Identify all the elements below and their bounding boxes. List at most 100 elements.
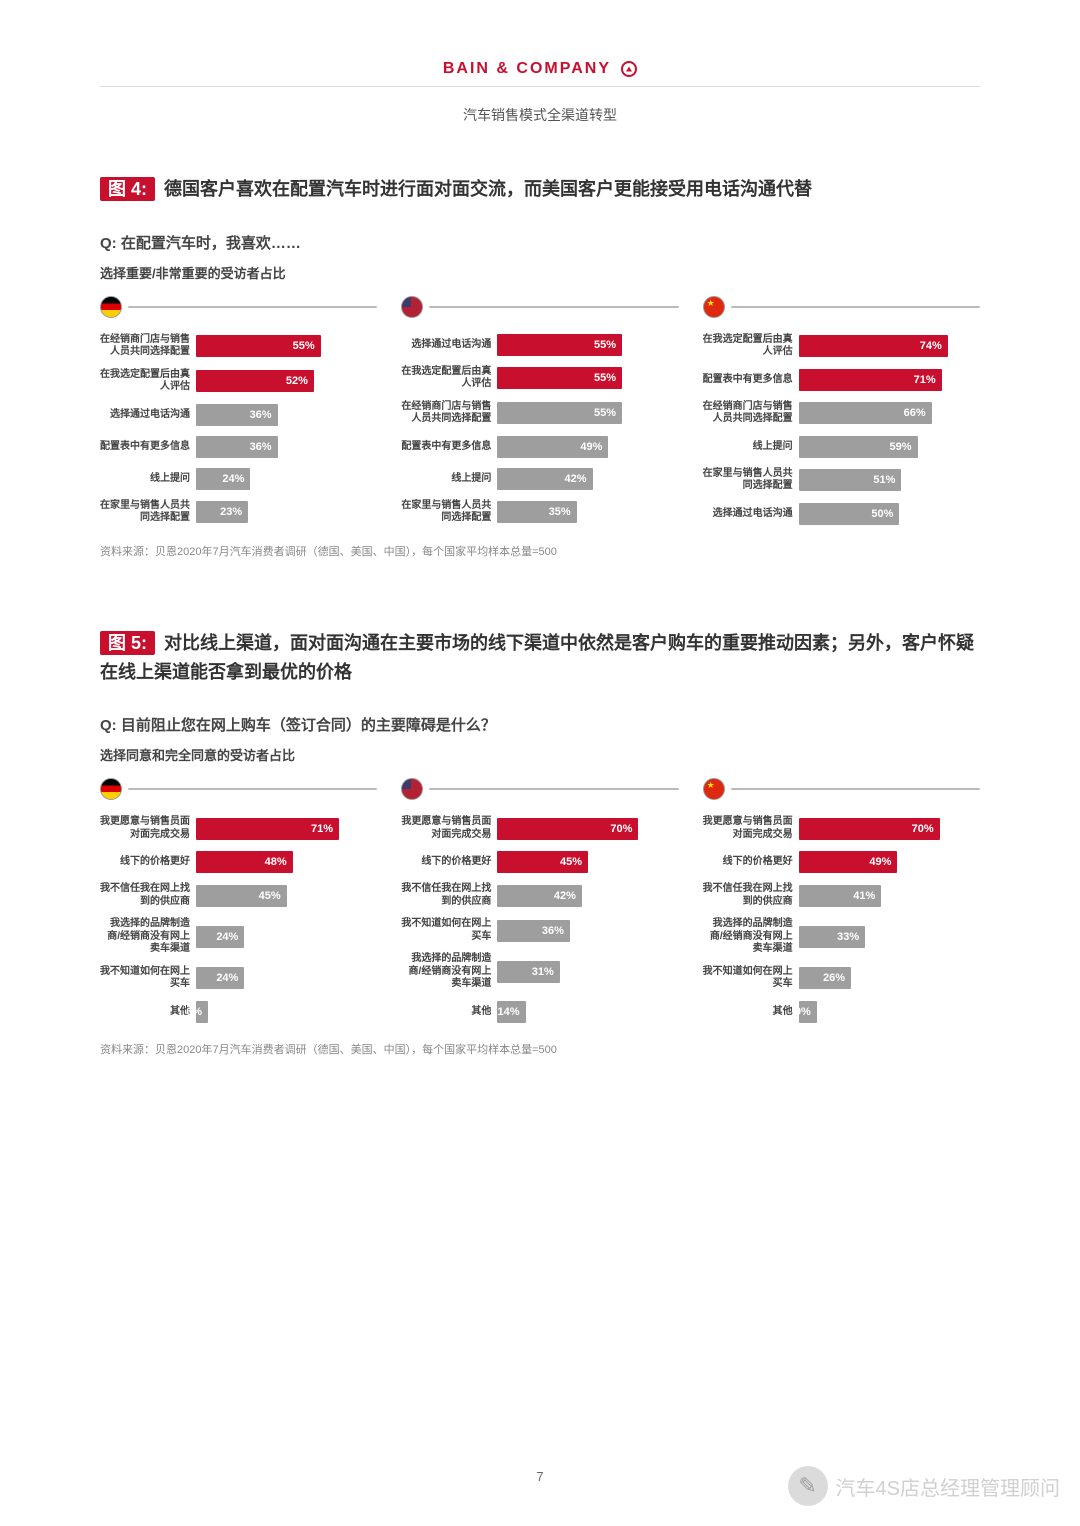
wechat-icon: ✎: [788, 1466, 828, 1506]
bar-item: 配置表中有更多信息49%: [401, 436, 678, 458]
bar-fill: 71%: [799, 369, 942, 391]
bar-item: 我不知道如何在网上买车26%: [703, 966, 980, 991]
fig4-title-text: 德国客户喜欢在配置汽车时进行面对面交流，而美国客户更能接受用电话沟通代替: [164, 179, 812, 199]
flag-line: [429, 788, 678, 790]
bar-fill: 74%: [799, 335, 948, 357]
bar-item: 其他14%: [401, 1001, 678, 1023]
bar-item: 我不信任我在网上找到的供应商41%: [703, 883, 980, 908]
bar-track: 26%: [799, 967, 980, 989]
bar-item: 配置表中有更多信息71%: [703, 369, 980, 391]
bar-label: 在我选定配置后由真人评估: [703, 334, 799, 359]
bar-label: 在经销商门店与销售人员共同选择配置: [401, 401, 497, 426]
bar-label: 选择通过电话沟通: [100, 409, 196, 422]
bar-group: 我更愿意与销售员面对面完成交易71% 线下的价格更好48% 我不信任我在网上找到的供…: [100, 816, 377, 1023]
bar-fill: 59%: [799, 436, 918, 458]
country-flag-icon: [100, 296, 122, 318]
bar-track: 55%: [497, 334, 678, 356]
doc-subtitle: 汽车销售模式全渠道转型: [100, 105, 980, 125]
fig5-sub: 选择同意和完全同意的受访者占比: [100, 745, 980, 764]
bar-fill: 42%: [497, 468, 592, 490]
bar-item: 我更愿意与销售员面对面完成交易70%: [703, 816, 980, 841]
bar-label: 我选择的品牌制造商/经销商没有网上卖车渠道: [100, 918, 196, 956]
country-flag-icon: [401, 778, 423, 800]
fig5-charts: 我更愿意与销售员面对面完成交易71%线下的价格更好48%我不信任我在网上找到的供…: [100, 778, 980, 1023]
bar-track: 52%: [196, 370, 377, 392]
bar-item: 选择通过电话沟通36%: [100, 404, 377, 426]
flag-header: [401, 778, 678, 800]
chart-column: 我更愿意与销售员面对面完成交易71% 线下的价格更好48% 我不信任我在网上找到的供…: [100, 778, 377, 1023]
bar-item: 在家里与销售人员共同选择配置51%: [703, 468, 980, 493]
bar-track: 49%: [497, 436, 678, 458]
fig5-title-text: 对比线上渠道，面对面沟通在主要市场的线下渠道中依然是客户购车的重要推动因素；另外…: [100, 633, 974, 682]
country-flag-icon: [100, 778, 122, 800]
bar-item: 我不知道如何在网上买车36%: [401, 918, 678, 943]
bar-label: 我不知道如何在网上买车: [703, 966, 799, 991]
bar-label: 其他: [401, 1006, 497, 1019]
bar-item: 我选择的品牌制造商/经销商没有网上卖车渠道24%: [100, 918, 377, 956]
header-divider: [100, 86, 980, 87]
bar-item: 在家里与销售人员共同选择配置23%: [100, 500, 377, 525]
brand-text: BAIN & COMPANY: [443, 60, 611, 77]
bar-fill: 55%: [497, 402, 622, 424]
bar-track: 74%: [799, 335, 980, 357]
bar-item: 线下的价格更好48%: [100, 851, 377, 873]
bar-fill: 50%: [799, 503, 900, 525]
bar-track: 36%: [196, 436, 377, 458]
bar-item: 在家里与销售人员共同选择配置35%: [401, 500, 678, 525]
bar-label: 选择通过电话沟通: [703, 508, 799, 521]
bar-group: 在经销商门店与销售人员共同选择配置55% 在我选定配置后由真人评估52% 选择通过电…: [100, 334, 377, 525]
bar-label: 我更愿意与销售员面对面完成交易: [703, 816, 799, 841]
flag-header: [100, 778, 377, 800]
bar-track: 70%: [799, 818, 980, 840]
bar-group: 我更愿意与销售员面对面完成交易70% 线下的价格更好49% 我不信任我在网上找到的供…: [703, 816, 980, 1023]
bar-label: 配置表中有更多信息: [100, 441, 196, 454]
bar-label: 我选择的品牌制造商/经销商没有网上卖车渠道: [401, 953, 497, 991]
bar-track: 50%: [799, 503, 980, 525]
bar-fill: 23%: [196, 501, 248, 523]
bar-item: 我更愿意与销售员面对面完成交易70%: [401, 816, 678, 841]
fig5-source: 资料来源：贝恩2020年7月汽车消费者调研（德国、美国、中国），每个国家平均样本…: [100, 1041, 980, 1057]
bar-item: 配置表中有更多信息36%: [100, 436, 377, 458]
bar-fill: 36%: [196, 436, 278, 458]
fig4-label: 图 4:: [100, 177, 155, 201]
bar-label: 我不知道如何在网上买车: [401, 918, 497, 943]
bar-track: 31%: [497, 961, 678, 983]
watermark-text: 汽车4S店总经理管理顾问: [836, 1472, 1060, 1501]
flag-header: [703, 296, 980, 318]
bar-fill: 42%: [497, 885, 582, 907]
bar-label: 我不知道如何在网上买车: [100, 966, 196, 991]
brand-compass-icon: [621, 61, 637, 77]
bar-fill: 24%: [196, 967, 244, 989]
bar-fill: 45%: [497, 851, 588, 873]
bar-item: 在我选定配置后由真人评估52%: [100, 369, 377, 394]
bar-track: 42%: [497, 885, 678, 907]
bar-label: 选择通过电话沟通: [401, 339, 497, 352]
bar-track: 55%: [497, 367, 678, 389]
bar-label: 其他: [100, 1006, 196, 1019]
country-flag-icon: [703, 778, 725, 800]
bar-label: 在家里与销售人员共同选择配置: [401, 500, 497, 525]
bar-fill: 49%: [799, 851, 898, 873]
bar-group: 我更愿意与销售员面对面完成交易70%线下的价格更好45%我不信任我在网上找到的供…: [401, 816, 678, 1023]
bar-label: 线下的价格更好: [401, 856, 497, 869]
bar-track: 6%: [196, 1001, 377, 1023]
bar-fill: 36%: [196, 404, 278, 426]
bar-fill: 35%: [497, 501, 576, 523]
flag-line: [128, 306, 377, 308]
bar-track: 42%: [497, 468, 678, 490]
bar-label: 我更愿意与销售员面对面完成交易: [401, 816, 497, 841]
bar-track: 66%: [799, 402, 980, 424]
bar-track: 71%: [196, 818, 377, 840]
bar-label: 线上提问: [401, 473, 497, 486]
flag-line: [731, 788, 980, 790]
bar-item: 线上提问42%: [401, 468, 678, 490]
bar-item: 我不信任我在网上找到的供应商45%: [100, 883, 377, 908]
bar-group: 选择通过电话沟通55%在我选定配置后由真人评估55%在经销商门店与销售人员共同选…: [401, 334, 678, 525]
bar-item: 在经销商门店与销售人员共同选择配置55%: [100, 334, 377, 359]
bar-track: 41%: [799, 885, 980, 907]
bar-label: 我更愿意与销售员面对面完成交易: [100, 816, 196, 841]
bar-label: 线下的价格更好: [100, 856, 196, 869]
bar-item: 线下的价格更好49%: [703, 851, 980, 873]
bar-label: 在家里与销售人员共同选择配置: [703, 468, 799, 493]
bar-label: 在我选定配置后由真人评估: [100, 369, 196, 394]
